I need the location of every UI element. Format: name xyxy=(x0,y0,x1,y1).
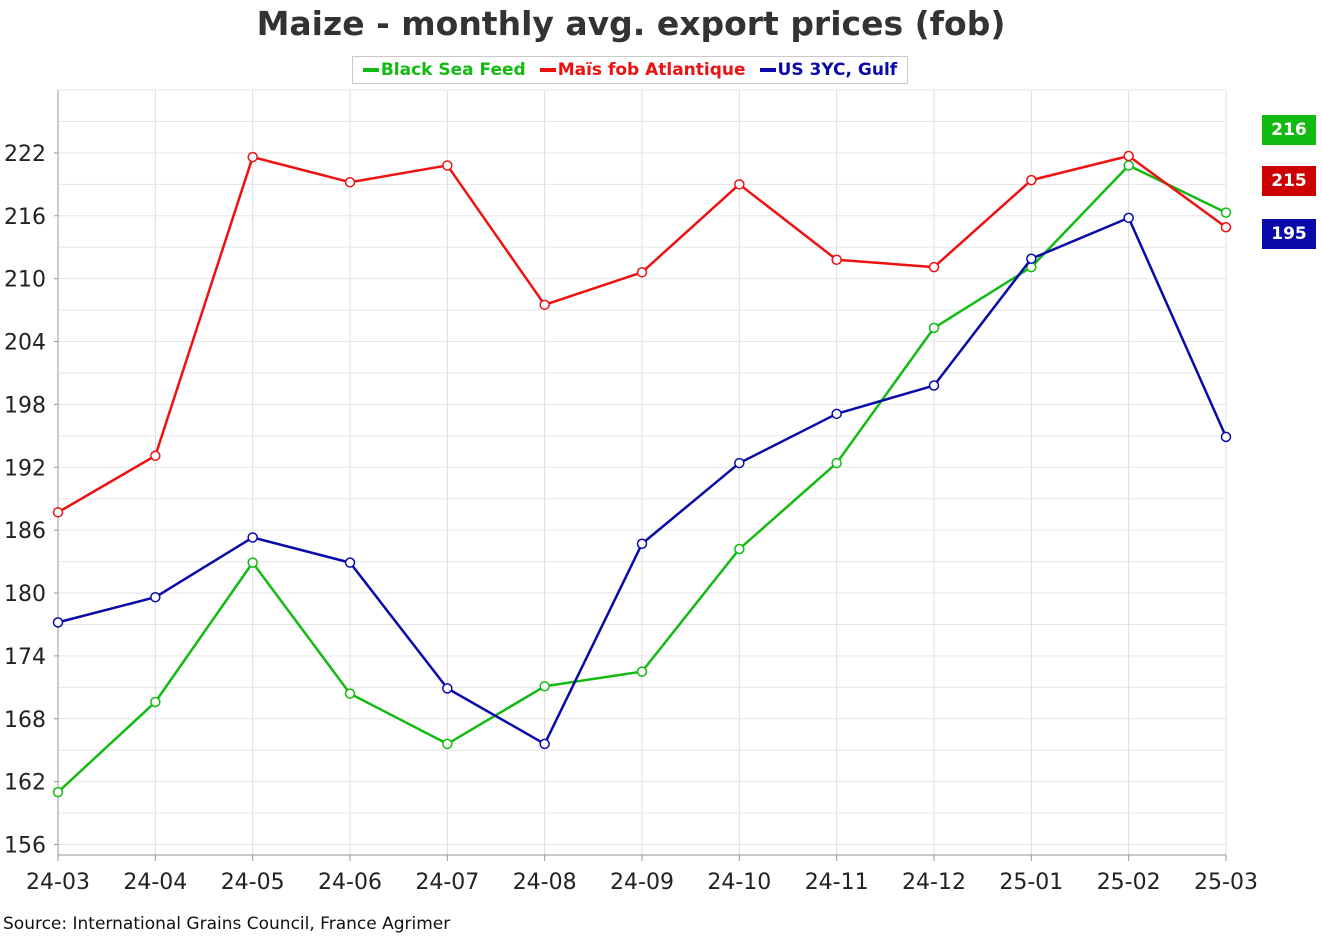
data-point xyxy=(1123,212,1134,224)
y-tick-label: 168 xyxy=(4,708,46,733)
data-point xyxy=(636,666,648,677)
legend-item-mais-atlantique[interactable]: Maïs fob Atlantique xyxy=(539,60,746,80)
data-point xyxy=(1026,174,1037,186)
data-point xyxy=(928,261,940,273)
x-tick-label: 25-01 xyxy=(999,870,1063,895)
data-point xyxy=(1220,431,1232,443)
data-point xyxy=(442,160,453,171)
legend-label-mais-atlantique: Maïs fob Atlantique xyxy=(557,60,746,80)
y-tick-label: 186 xyxy=(4,519,46,544)
x-tick-label: 24-08 xyxy=(513,870,577,895)
data-point xyxy=(442,738,453,750)
y-tick-label: 198 xyxy=(4,393,46,418)
x-tick-label: 24-10 xyxy=(707,870,771,895)
data-point xyxy=(831,254,842,266)
legend-swatch-mais-atlantique xyxy=(539,68,556,72)
last-value-badge-mais-atlantique: 215 xyxy=(1262,166,1316,196)
data-point xyxy=(1123,160,1134,171)
x-tick-label: 24-06 xyxy=(318,870,382,895)
x-tick-label: 24-09 xyxy=(610,870,674,895)
data-point xyxy=(734,179,745,190)
y-tick-label: 156 xyxy=(4,834,46,859)
data-point xyxy=(1026,253,1037,264)
data-point xyxy=(150,450,161,461)
data-point xyxy=(247,557,258,568)
data-point xyxy=(150,591,161,603)
x-tick-label: 24-12 xyxy=(902,870,966,895)
last-value-badge-black-sea: 216 xyxy=(1262,115,1316,145)
source-note: Source: International Grains Council, Fr… xyxy=(3,914,451,934)
chart-title: Maize - monthly avg. export prices (fob) xyxy=(256,4,1006,43)
data-point xyxy=(734,457,745,469)
data-point xyxy=(636,267,648,278)
y-tick-label: 162 xyxy=(4,771,46,796)
x-tick-label: 24-05 xyxy=(221,870,285,895)
data-point xyxy=(636,538,648,550)
data-point xyxy=(831,457,842,469)
data-point xyxy=(831,408,842,420)
data-point xyxy=(150,696,161,708)
legend-item-us-gulf[interactable]: US 3YC, Gulf xyxy=(759,60,898,80)
data-point xyxy=(1220,207,1232,218)
legend-label-black-sea: Black Sea Feed xyxy=(380,60,526,80)
y-tick-label: 180 xyxy=(4,582,46,607)
x-tick-label: 24-04 xyxy=(123,870,187,895)
x-tick-label: 24-11 xyxy=(805,870,869,895)
last-value-badge-us-gulf: 195 xyxy=(1262,219,1316,249)
x-tick-label: 25-03 xyxy=(1194,870,1258,895)
y-tick-label: 192 xyxy=(4,456,46,481)
data-point xyxy=(344,176,356,188)
data-point xyxy=(1220,222,1232,233)
data-point xyxy=(52,507,64,518)
data-point xyxy=(734,543,745,555)
data-point xyxy=(442,683,453,694)
y-tick-label: 216 xyxy=(4,205,46,230)
y-tick-label: 174 xyxy=(4,645,46,670)
data-point xyxy=(52,617,64,628)
data-point xyxy=(1123,150,1134,162)
x-tick-label: 25-02 xyxy=(1097,870,1161,895)
data-point xyxy=(52,786,64,798)
data-point xyxy=(344,688,356,699)
data-point xyxy=(539,738,550,750)
data-point xyxy=(247,151,258,163)
data-point xyxy=(928,322,940,334)
y-tick-label: 204 xyxy=(4,331,46,356)
data-point xyxy=(928,380,940,391)
data-point xyxy=(344,557,356,568)
legend-label-us-gulf: US 3YC, Gulf xyxy=(777,60,898,80)
data-point xyxy=(539,299,550,311)
y-tick-label: 210 xyxy=(4,268,46,293)
x-tick-label: 24-03 xyxy=(26,870,90,895)
legend-swatch-us-gulf xyxy=(759,68,776,72)
legend-swatch-black-sea xyxy=(362,68,379,72)
x-tick-label: 24-07 xyxy=(415,870,479,895)
legend-item-black-sea[interactable]: Black Sea Feed xyxy=(362,60,526,80)
y-tick-label: 222 xyxy=(4,142,46,167)
chart-legend: Black Sea Feed Maïs fob Atlantique US 3Y… xyxy=(352,56,908,84)
data-point xyxy=(247,532,258,543)
data-point xyxy=(539,681,550,692)
